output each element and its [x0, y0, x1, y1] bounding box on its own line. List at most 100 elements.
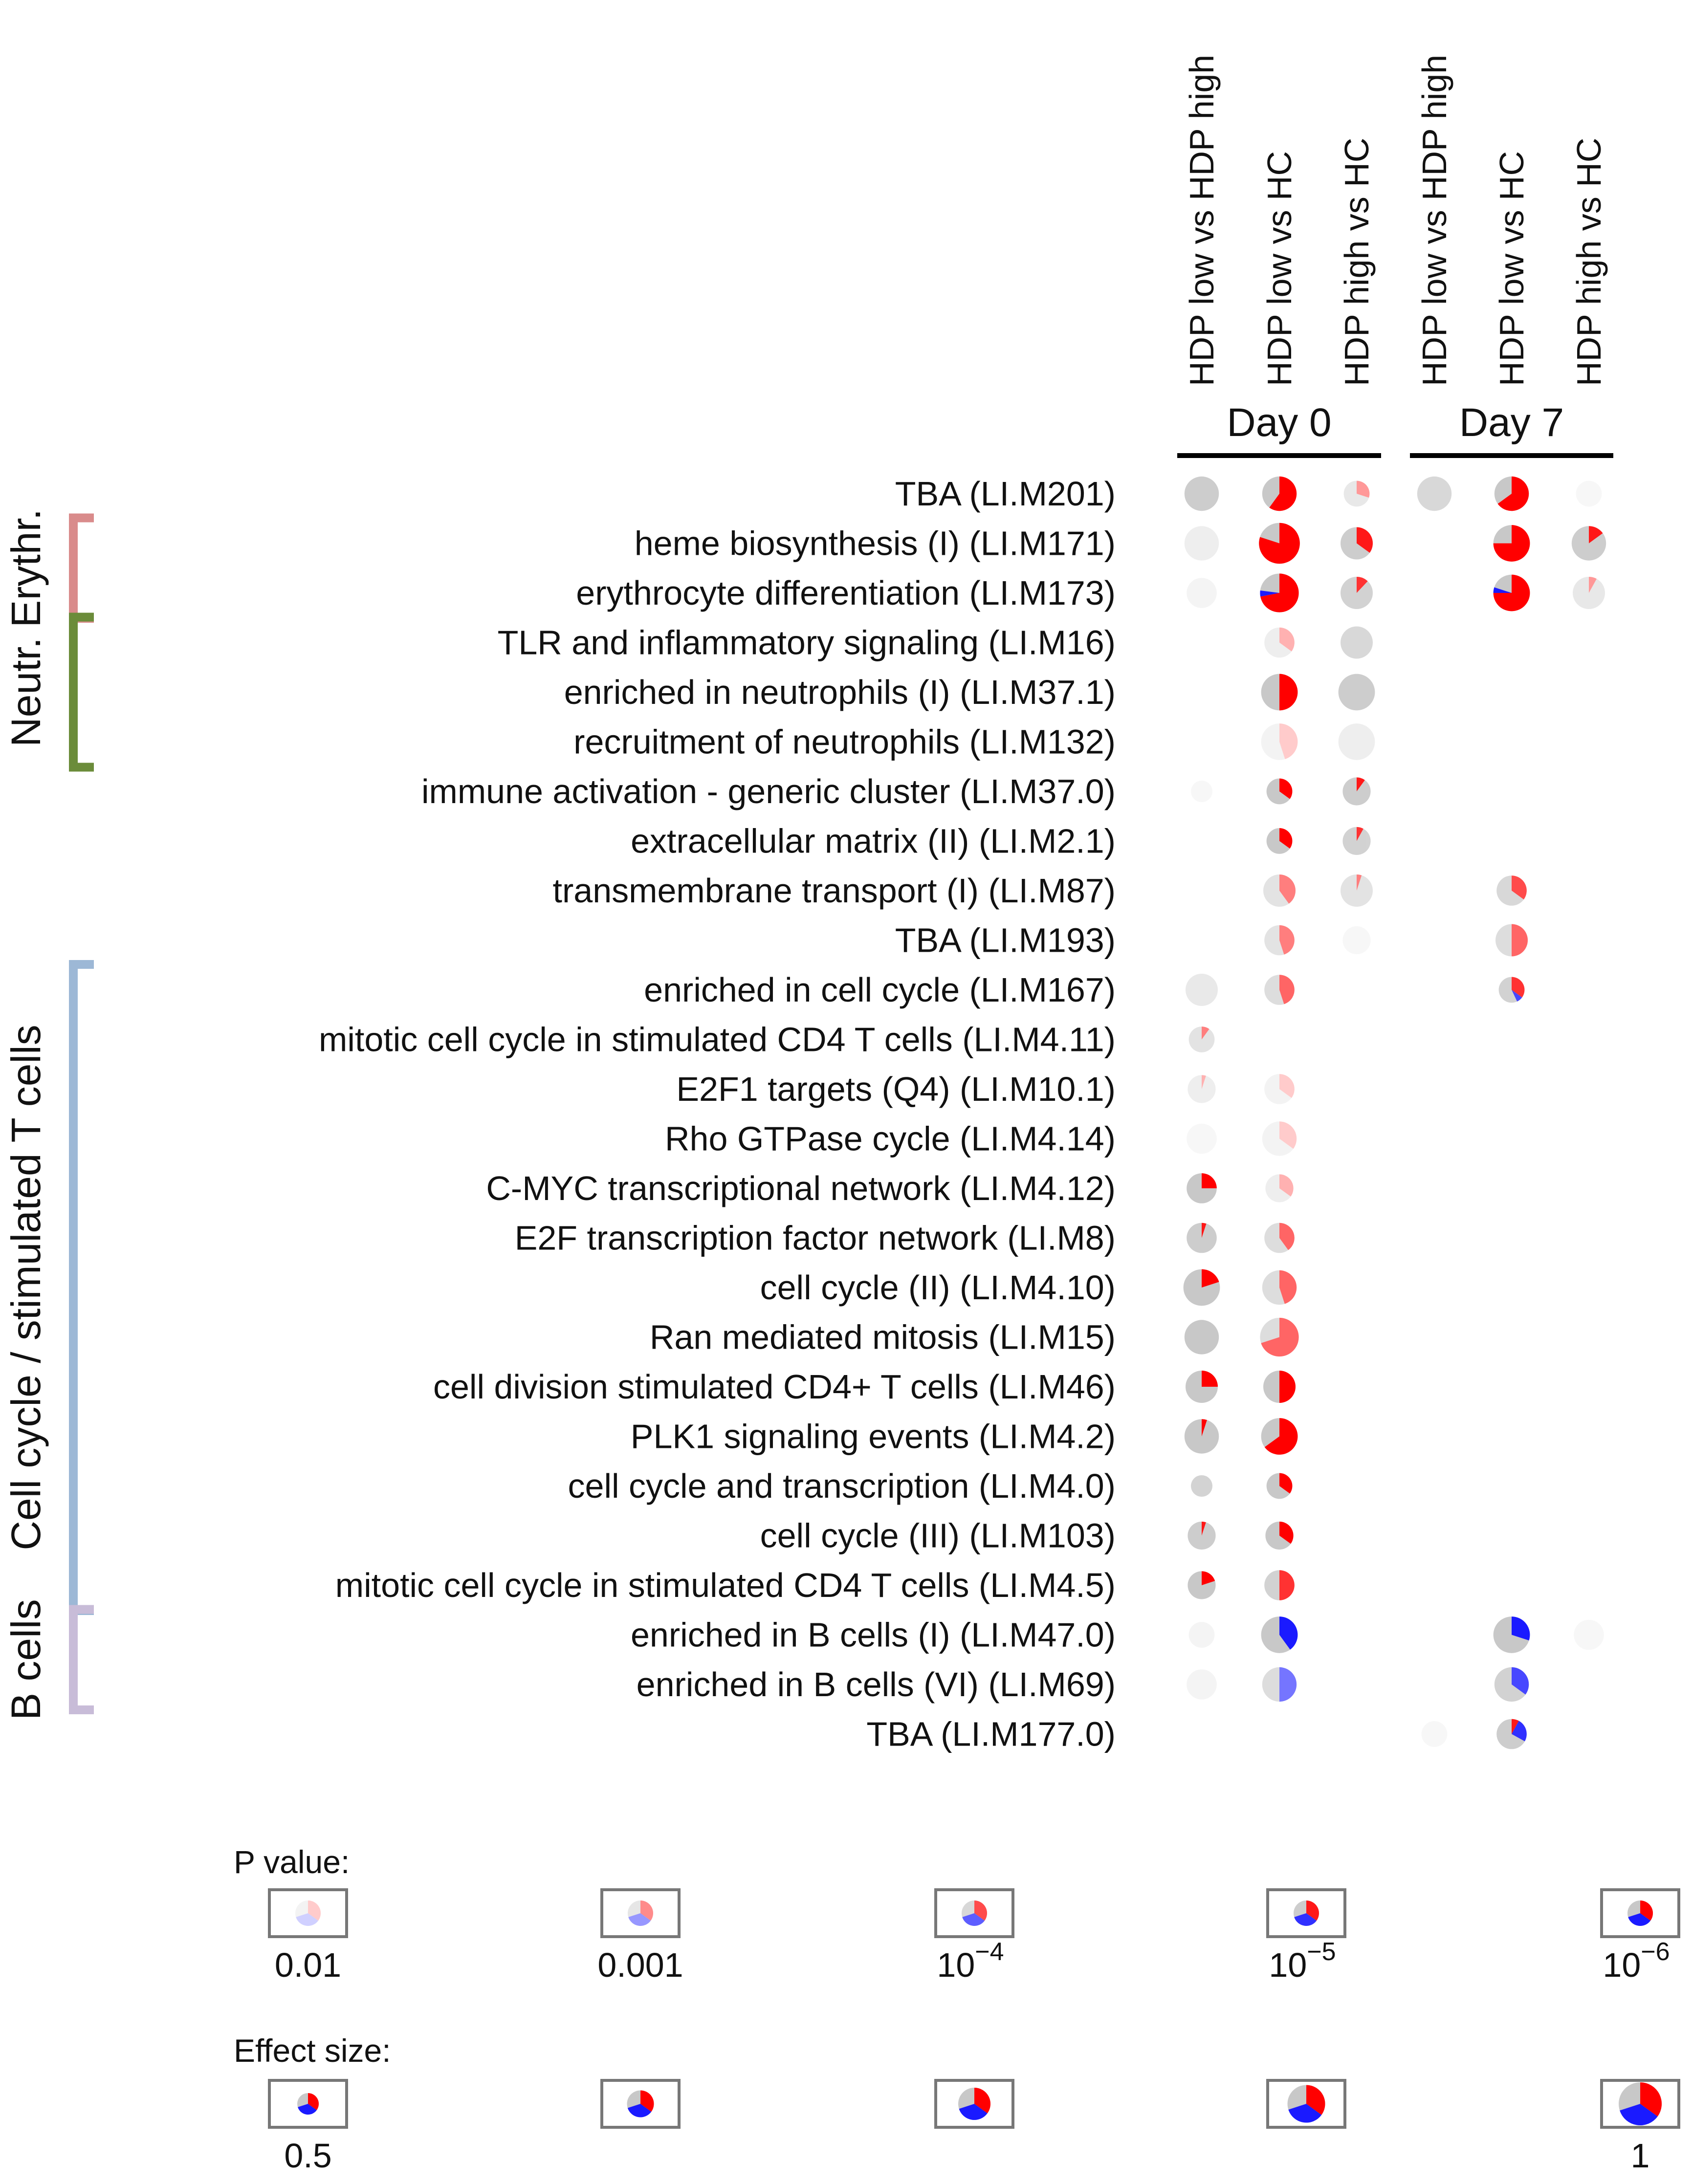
column-label-5: HDP low vs HC [1493, 151, 1531, 386]
pie-cell [1494, 1667, 1529, 1702]
module-label: heme biosynthesis (I) (LI.M171) [635, 524, 1116, 563]
pie-up-slice [1512, 924, 1528, 957]
pie-cell [1191, 781, 1212, 802]
pie-cell [1417, 476, 1452, 511]
pie-cell [1262, 1270, 1297, 1305]
pie-neutral-slice [1188, 1622, 1215, 1648]
pie-cell [1188, 1622, 1215, 1648]
pie-cell [1338, 674, 1375, 711]
pie-up-slice [1279, 674, 1298, 711]
pie-up-slice [1269, 476, 1297, 511]
pie-neutral-slice [1187, 1123, 1217, 1154]
pie-neutral-slice [1421, 1721, 1448, 1747]
legend-pie [1294, 1900, 1319, 1926]
pie-down-slice [1288, 2104, 1322, 2123]
pie-cell [1342, 777, 1371, 806]
pie-up-slice [1202, 1571, 1215, 1585]
pie-neutral-slice [1574, 1619, 1604, 1650]
pie-cell [1187, 1571, 1216, 1599]
module-label: enriched in B cells (I) (LI.M47.0) [631, 1616, 1116, 1654]
pie-cell [1495, 924, 1528, 957]
pie-down-slice [959, 2104, 988, 2120]
pie-neutral-slice [1338, 723, 1375, 760]
pie-neutral-slice [1417, 476, 1452, 511]
pie-up-slice [1279, 1473, 1293, 1494]
pie-cell [1184, 1419, 1219, 1454]
pie-cell [1421, 1721, 1448, 1747]
pie-down-slice [628, 1913, 651, 1926]
pie-cell [1263, 874, 1296, 907]
legend-box [268, 2079, 348, 2129]
group-bracket-neutr [69, 612, 94, 772]
pie-cell [1342, 926, 1371, 955]
pie-cell [1265, 1521, 1294, 1550]
pie-up-slice [1202, 1371, 1218, 1387]
module-label: C-MYC transcriptional network (LI.M4.12) [486, 1169, 1116, 1207]
column-label-1: HDP low vs HDP high [1183, 55, 1221, 386]
pie-up-slice [1279, 723, 1298, 760]
pie-up-slice [1357, 577, 1368, 593]
pie-up-slice [1279, 975, 1295, 1005]
pie-neutral-slice [1264, 627, 1295, 658]
module-label: enriched in neutrophils (I) (LI.M37.1) [564, 673, 1116, 711]
pie-cell [1571, 526, 1606, 561]
pie-up-slice [1279, 925, 1295, 955]
pie-cell [1264, 925, 1295, 956]
pie-up-slice [1279, 1174, 1294, 1197]
legend-tick-label: 1 [1631, 2137, 1650, 2175]
pie-down-slice [1620, 2104, 1658, 2126]
legend-pie [1627, 1900, 1653, 1926]
pie-up-slice [1512, 875, 1527, 900]
group-bracket-b-cells [69, 1605, 94, 1714]
pie-down-slice [1512, 1616, 1530, 1641]
group-label-neutr: Neutr. [3, 637, 49, 747]
module-label: cell cycle (III) (LI.M103) [760, 1517, 1116, 1555]
pie-neutral-slice [1184, 526, 1219, 561]
pie-cell [1186, 1371, 1218, 1403]
pie-down-slice [1512, 990, 1522, 1002]
pie-cell [1341, 874, 1373, 907]
pie-up-slice [1589, 526, 1603, 544]
pie-cell [1496, 1719, 1527, 1749]
pie-cell [1264, 1223, 1295, 1253]
module-label: extracellular matrix (II) (LI.M2.1) [631, 822, 1116, 860]
group-label-cell-cycle-stimulated-t-cells: Cell cycle / stimulated T cells [3, 1025, 49, 1550]
pie-cell [1191, 1475, 1212, 1497]
column-label-3: HDP high vs HC [1338, 138, 1376, 386]
pie-cell [1496, 875, 1527, 906]
pie-down-slice [627, 2104, 652, 2118]
pie-cell [1261, 674, 1298, 711]
pie-neutral-slice [1338, 674, 1375, 711]
pie-cell [1261, 1616, 1298, 1653]
pie-up-slice [1259, 523, 1300, 564]
pie-neutral-slice [1186, 974, 1218, 1006]
module-label: cell cycle (II) (LI.M4.10) [760, 1268, 1116, 1307]
pie-up-slice [1357, 527, 1373, 553]
pie-neutral-slice [1341, 626, 1373, 659]
pie-neutral-slice [1187, 1669, 1217, 1700]
pie-up-slice [1202, 1269, 1219, 1288]
pie-up-slice [1279, 874, 1296, 904]
pie-up-slice [1202, 1075, 1206, 1089]
pie-cell [1187, 1173, 1217, 1203]
pie-down-slice [1493, 587, 1512, 593]
pie-up-slice [640, 1900, 653, 1921]
pie-cell [1263, 1371, 1296, 1403]
pie-cell [1493, 574, 1530, 612]
pie-down-slice [1260, 590, 1279, 597]
pie-cell [1187, 1075, 1216, 1103]
pie-up-slice [1202, 1419, 1207, 1437]
pie-up-slice [974, 2088, 991, 2114]
pie-cell [1183, 1269, 1220, 1306]
legend-title-effect-size: Effect size: [234, 2032, 391, 2069]
pie-cell [1266, 1473, 1293, 1499]
column-headers: HDP low vs HDP high HDP low vs HC HDP high… [1183, 55, 1608, 386]
pie-neutral-slice [628, 1900, 653, 1926]
pie-up-slice [1279, 778, 1293, 799]
day-label-day-0: Day 0 [1227, 400, 1331, 445]
pie-neutral-slice [1262, 1121, 1297, 1156]
pie-cell [1184, 476, 1219, 511]
pie-cell [1574, 1619, 1604, 1650]
pie-cell [1576, 480, 1602, 507]
module-label: Rho GTPase cycle (LI.M4.14) [665, 1120, 1116, 1158]
